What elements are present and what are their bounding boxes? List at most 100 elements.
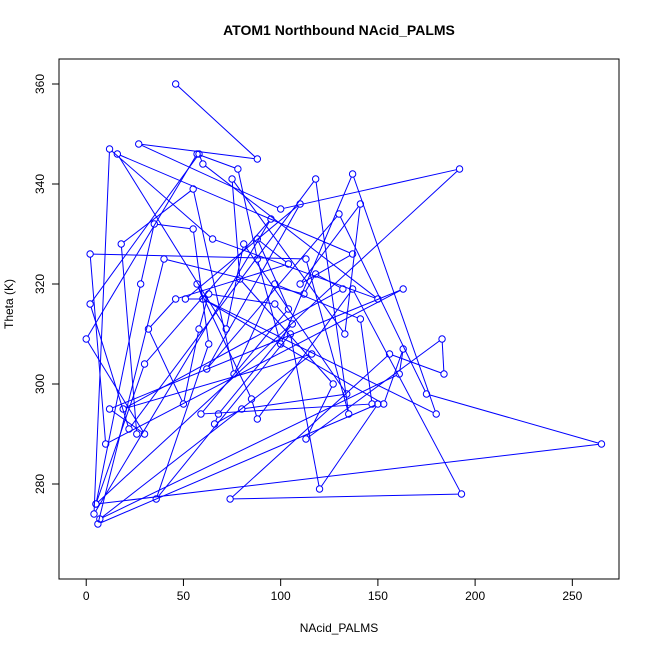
series-segment xyxy=(226,247,244,326)
series-segment xyxy=(95,221,270,512)
data-point xyxy=(125,425,133,433)
series-segment xyxy=(112,289,401,409)
series-segment xyxy=(238,172,258,256)
series-segment xyxy=(96,287,141,501)
data-point xyxy=(315,485,324,493)
series-segment xyxy=(257,261,281,342)
data-point xyxy=(399,345,407,353)
data-point xyxy=(140,430,149,438)
data-point xyxy=(253,155,262,163)
data-point xyxy=(136,280,145,288)
data-point xyxy=(253,415,262,423)
series-segment xyxy=(429,394,599,444)
data-point xyxy=(203,365,211,373)
series-segment xyxy=(111,410,143,433)
series-segment xyxy=(123,190,191,243)
data-point xyxy=(195,150,203,158)
data-point xyxy=(179,400,188,408)
x-tick-label: 250 xyxy=(562,589,582,603)
series-segment xyxy=(130,181,315,427)
series-segment xyxy=(306,386,333,437)
data-point xyxy=(368,400,376,408)
data-point xyxy=(228,175,236,183)
x-tick-label: 100 xyxy=(271,589,291,603)
series-segment xyxy=(318,275,341,288)
series-segment xyxy=(202,311,287,412)
data-point xyxy=(195,325,203,333)
series-segment xyxy=(150,301,174,327)
data-point xyxy=(271,300,279,308)
series-segment xyxy=(100,404,376,524)
series-segment xyxy=(120,154,350,254)
data-point xyxy=(171,295,180,303)
series-points xyxy=(82,80,606,528)
data-point xyxy=(197,410,205,418)
series-segment xyxy=(305,276,315,292)
data-point xyxy=(422,390,431,398)
data-point xyxy=(189,225,197,233)
y-tick-label: 340 xyxy=(33,174,47,194)
data-point xyxy=(171,80,180,88)
series-segment xyxy=(87,341,144,432)
series-segment xyxy=(302,255,351,283)
series-segment xyxy=(207,206,299,367)
series-segment xyxy=(193,192,234,371)
series-segment xyxy=(183,332,199,401)
series-segment xyxy=(353,176,436,412)
series-segment xyxy=(193,232,209,341)
series-segment xyxy=(98,261,164,522)
series-segment xyxy=(220,326,291,412)
data-point xyxy=(144,325,153,333)
series-segment xyxy=(97,170,458,503)
data-point xyxy=(302,435,310,443)
data-point xyxy=(240,240,248,248)
data-point xyxy=(440,370,448,378)
y-tick-label: 320 xyxy=(33,274,47,294)
series-segment xyxy=(233,493,459,500)
series-segment xyxy=(384,351,403,402)
series-segment xyxy=(231,182,241,276)
series-segment xyxy=(205,299,434,414)
series-segment xyxy=(353,291,461,492)
data-point xyxy=(348,250,357,258)
data-point xyxy=(296,200,304,208)
series-segment xyxy=(234,286,274,372)
data-point xyxy=(374,400,382,408)
y-axis-label: Theta (K) xyxy=(2,279,16,329)
data-point xyxy=(236,275,244,283)
series-segment xyxy=(102,374,397,519)
series-segment xyxy=(102,355,310,518)
data-point xyxy=(457,490,466,498)
series-segment xyxy=(141,143,255,160)
series-segment xyxy=(233,181,344,332)
data-point xyxy=(253,235,262,243)
series-segment xyxy=(141,144,278,209)
x-tick-label: 0 xyxy=(83,589,90,603)
series-segment xyxy=(205,300,382,403)
series-segment xyxy=(344,207,361,331)
series-segment xyxy=(93,253,303,260)
series-segment xyxy=(259,240,287,263)
data-point xyxy=(101,440,110,448)
data-point xyxy=(226,495,234,503)
series-segment xyxy=(90,306,129,427)
series-segment xyxy=(258,291,352,417)
data-point xyxy=(438,335,446,343)
axes: 0 50 100 150 200 250 280 300 320 340 360 xyxy=(33,74,583,603)
series-segment xyxy=(93,152,110,511)
series-segment xyxy=(199,156,203,162)
series-segment xyxy=(339,216,426,392)
series-segment xyxy=(360,322,373,401)
series-segment xyxy=(244,393,344,410)
data-point xyxy=(253,255,262,263)
data-point xyxy=(247,395,256,403)
data-point xyxy=(432,410,440,418)
data-point xyxy=(329,380,337,388)
data-point xyxy=(395,370,403,378)
data-point xyxy=(210,420,219,428)
series-segment xyxy=(281,176,352,342)
data-point xyxy=(86,250,94,258)
data-point xyxy=(399,285,407,293)
data-point xyxy=(339,285,347,293)
data-point xyxy=(380,400,388,408)
